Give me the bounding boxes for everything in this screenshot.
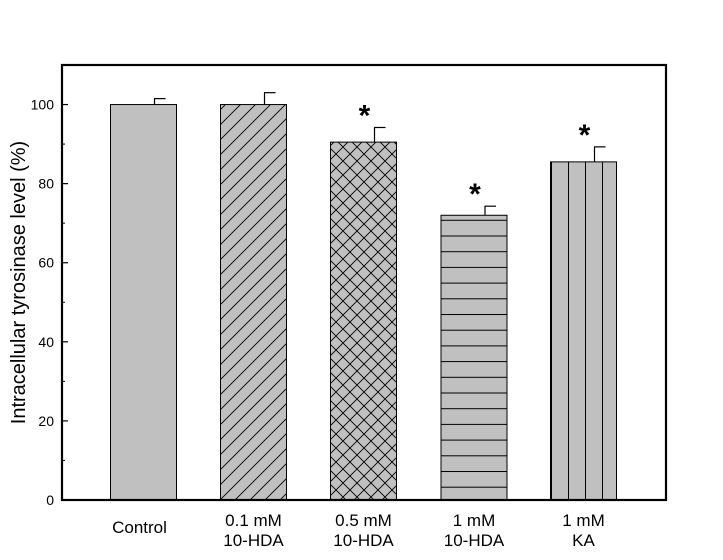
y-tick-label-60: 60	[38, 255, 54, 271]
bars-layer	[110, 92, 617, 501]
category-label-3-2: 10-HDA	[333, 531, 394, 550]
bar-4	[440, 214, 508, 501]
bar-1	[110, 104, 177, 501]
category-label-4-1: 1 mM	[453, 511, 496, 530]
category-label-5-1: 1 mM	[562, 511, 605, 530]
y-tick-label-40: 40	[38, 334, 54, 350]
y-tick-label-20: 20	[38, 413, 54, 429]
y-tick-label-80: 80	[38, 176, 54, 192]
significance-mark-5: *	[579, 119, 591, 152]
category-label-2-2: 10-HDA	[223, 531, 284, 550]
bar-5	[550, 161, 617, 501]
category-label-5-2: KA	[572, 531, 595, 550]
bar-3	[330, 141, 397, 501]
plot-frame	[60, 63, 668, 502]
bar-2	[220, 104, 287, 501]
significance-mark-3: *	[359, 99, 371, 132]
y-tick-label-0: 0	[46, 492, 54, 508]
category-label-3-1: 0.5 mM	[335, 511, 392, 530]
y-axis-title: Intracellular tyrosinase level (%)	[8, 141, 30, 424]
category-label-4-2: 10-HDA	[444, 531, 505, 550]
significance-mark-4: *	[469, 178, 481, 211]
y-tick-label-100: 100	[31, 97, 55, 113]
category-label-1-1: Control	[112, 518, 167, 537]
category-label-2-1: 0.1 mM	[225, 511, 282, 530]
